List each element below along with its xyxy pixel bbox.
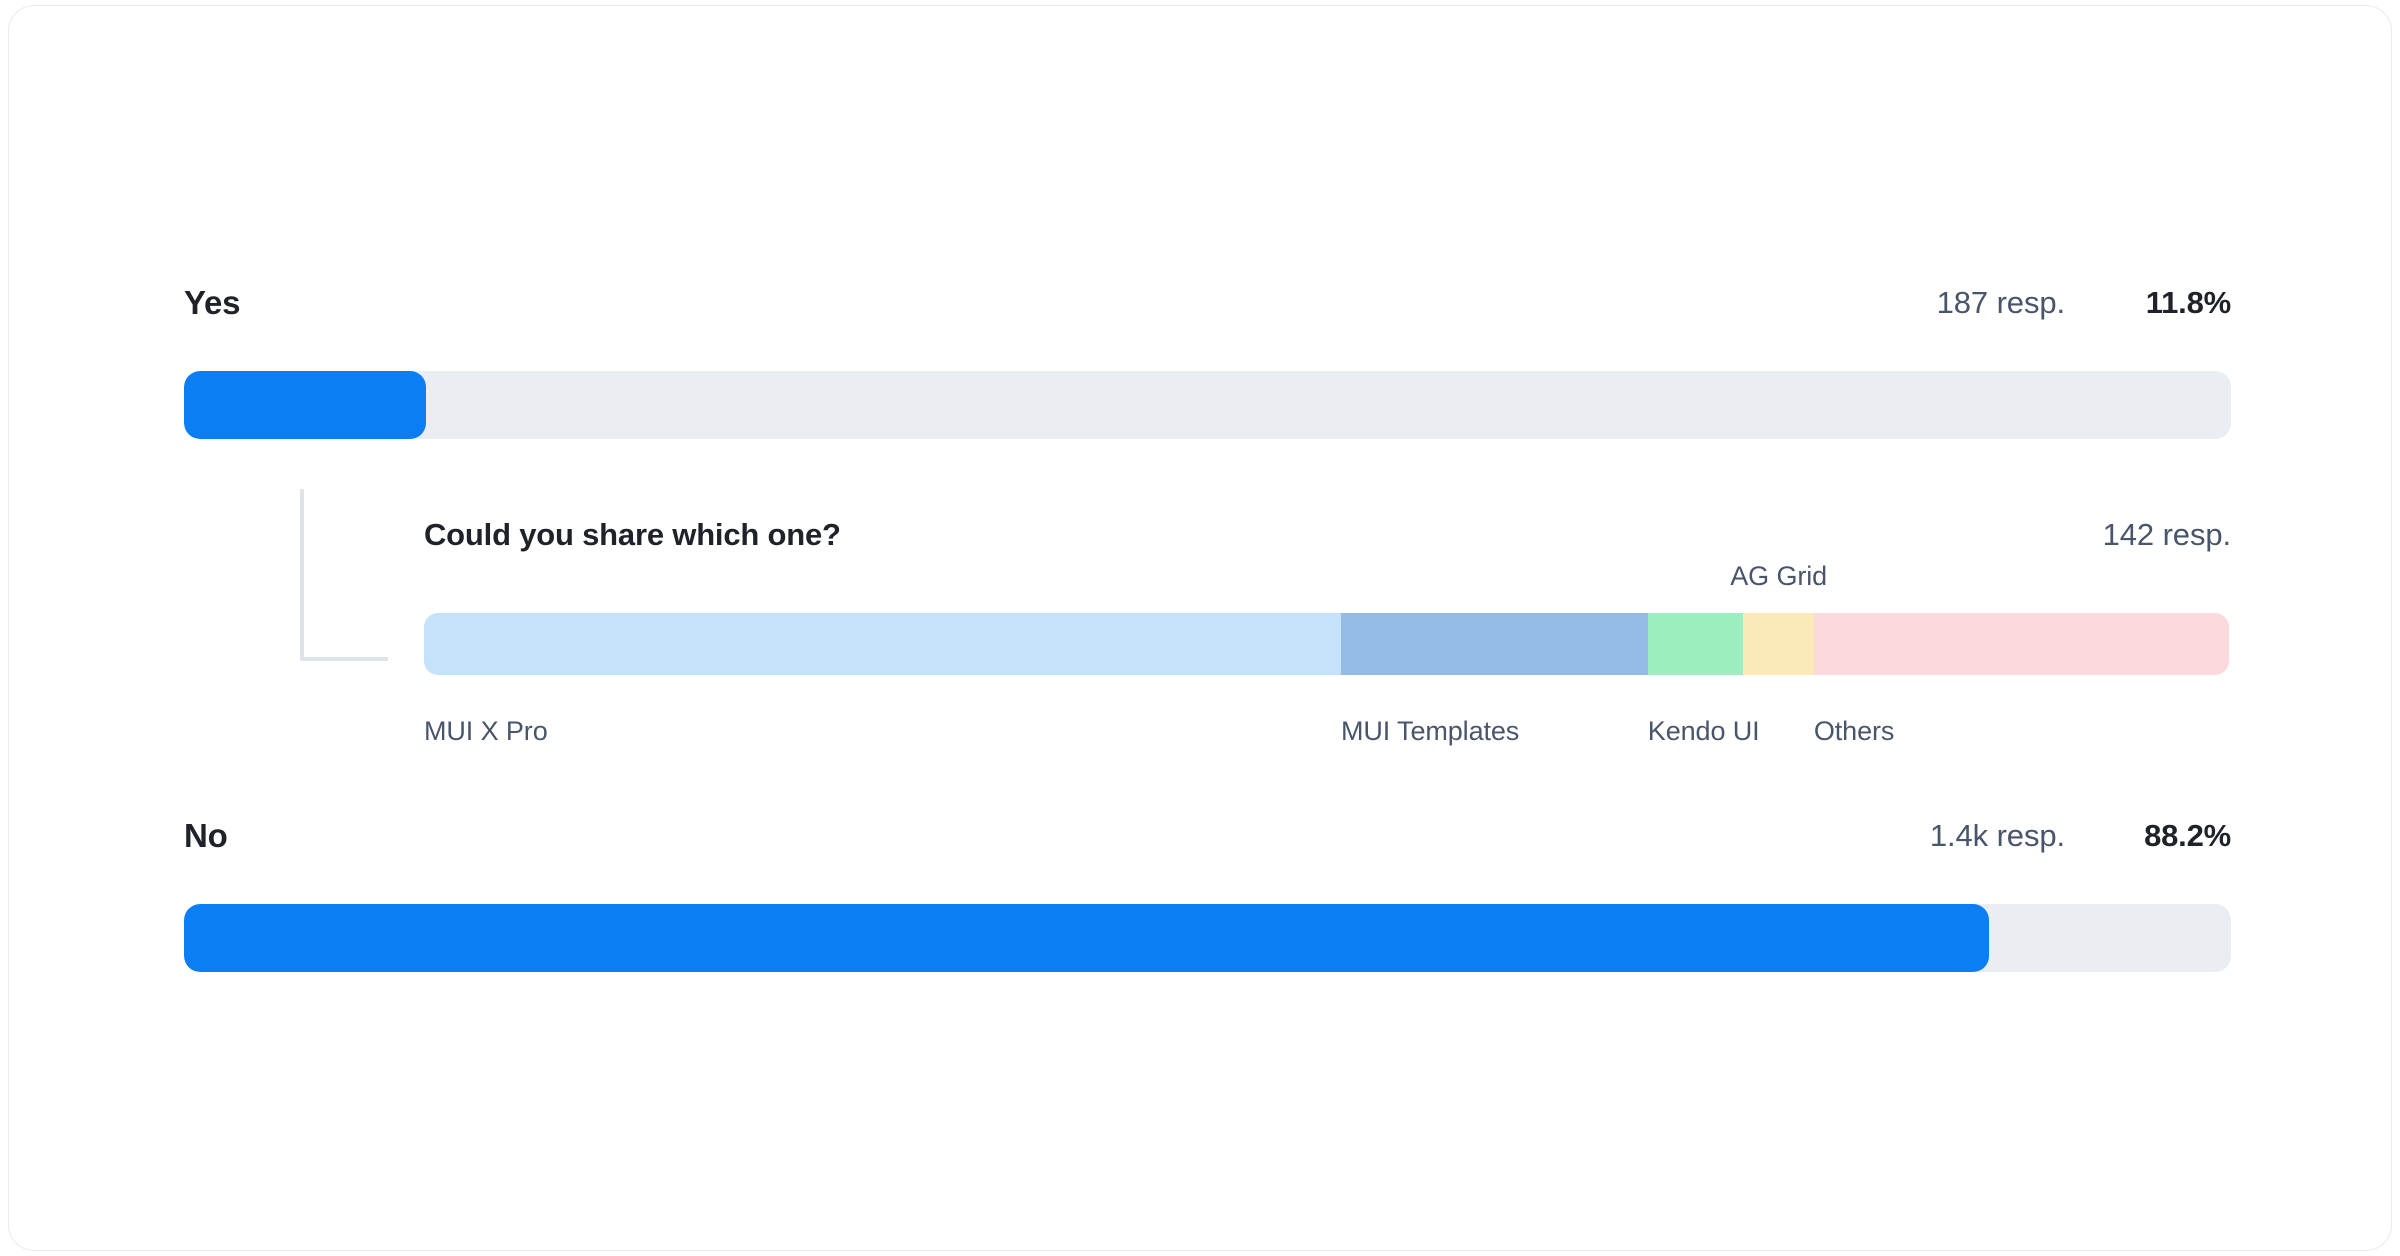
segment-ag-grid[interactable] [1743, 613, 1814, 675]
segment-mui-templates[interactable] [1340, 613, 1648, 675]
percentage-yes: 11.8% [2145, 285, 2231, 320]
segment-mui-x-pro[interactable] [424, 613, 1341, 675]
answer-row-header-no: No 1.4k resp. 88.2% [184, 812, 2231, 860]
followup-response-count: 142 resp. [2102, 517, 2231, 552]
answer-label-yes: Yes [184, 284, 241, 321]
progress-fill-yes [184, 371, 426, 439]
response-count-no: 1.4k resp. [1929, 818, 2065, 853]
segment-label-kendo-ui: Kendo UI [1647, 716, 1760, 746]
segment-others[interactable] [1813, 613, 2229, 675]
answer-row-header-yes: Yes 187 resp. 11.8% [184, 279, 2231, 327]
followup-question-title: Could you share which one? [424, 517, 841, 552]
segment-label-others: Others [1813, 716, 1895, 746]
nested-question-connector [300, 489, 388, 661]
segment-kendo-ui[interactable] [1647, 613, 1744, 675]
followup-question-header: Could you share which one? 142 resp. [424, 511, 2231, 559]
segment-label-mui-x-pro: MUI X Pro [424, 716, 548, 746]
progress-track-no [184, 904, 2231, 972]
progress-fill-no [184, 904, 1990, 972]
answer-label-no: No [184, 817, 228, 854]
response-count-yes: 187 resp. [1936, 285, 2065, 320]
stacked-segment-bar [424, 613, 2229, 675]
progress-track-yes [184, 371, 2231, 439]
survey-result-card: Yes 187 resp. 11.8% Could you share whic… [8, 5, 2392, 1251]
percentage-no: 88.2% [2144, 818, 2231, 853]
segment-label-mui-templates: MUI Templates [1340, 716, 1520, 746]
segment-label-ag-grid: AG Grid [1730, 561, 1828, 591]
